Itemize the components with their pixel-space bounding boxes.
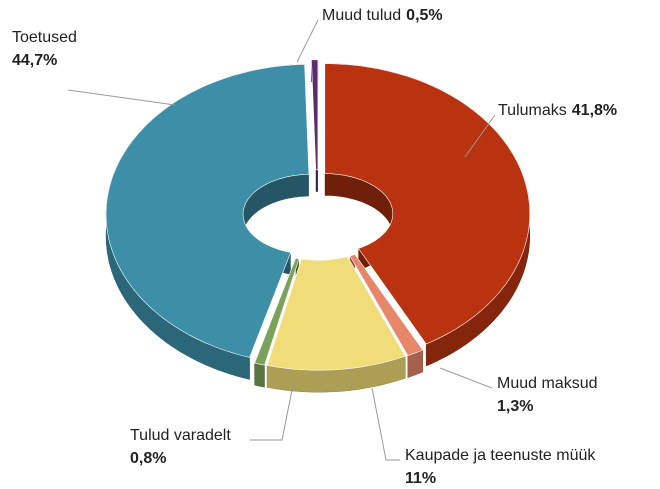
label-name: Muud maksud bbox=[497, 375, 598, 392]
leader-line bbox=[439, 367, 493, 389]
slice bbox=[254, 257, 300, 366]
label-value: 11% bbox=[405, 470, 436, 487]
data-label: Tulumaks 41,8% bbox=[498, 102, 617, 119]
label-name: Toetused bbox=[12, 29, 77, 46]
slice bbox=[349, 254, 424, 356]
label-value: 1,3% bbox=[497, 398, 533, 415]
label-value: 41,8% bbox=[572, 102, 617, 119]
slice bbox=[266, 256, 406, 371]
leader-line bbox=[464, 114, 496, 158]
slice-inner-side bbox=[315, 169, 318, 192]
label-value: 44,7% bbox=[12, 52, 57, 69]
leader-line bbox=[371, 387, 400, 461]
label-name: Muud tulud bbox=[322, 7, 401, 24]
slice bbox=[105, 64, 310, 358]
leader-line bbox=[296, 19, 319, 63]
slice-side bbox=[254, 362, 265, 388]
label-value: 0,8% bbox=[130, 450, 166, 467]
data-label: Muud tulud 0,5% bbox=[322, 7, 443, 24]
leader-line bbox=[67, 89, 176, 106]
label-name: Kaupade ja teenuste müük bbox=[405, 447, 596, 464]
label-name: Tulud varadelt bbox=[130, 427, 231, 444]
slice bbox=[324, 63, 531, 345]
label-value: 0,5% bbox=[406, 7, 442, 24]
slice bbox=[311, 59, 319, 171]
label-name: Tulumaks bbox=[498, 102, 567, 119]
leader-line bbox=[250, 384, 294, 441]
